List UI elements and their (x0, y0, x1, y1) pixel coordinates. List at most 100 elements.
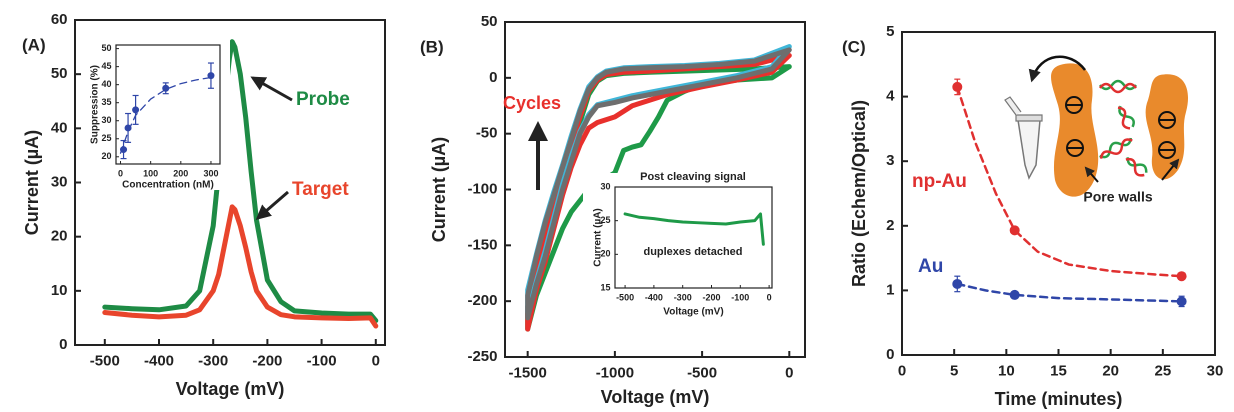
chart-panel: -500 -400 -300 -200 -100 0 15 20 25 30 Voltage (mV… (583, 171, 782, 318)
data-layer (525, 44, 792, 332)
y-tick-label: 0 (489, 69, 497, 86)
data-point (207, 72, 215, 80)
x-tick-label: 5 (950, 362, 958, 379)
data-line (525, 47, 792, 321)
inset-title: Post cleaving signal (640, 171, 746, 183)
y-axis-label: Current (µA) (593, 208, 604, 267)
probe-arrow (250, 76, 293, 102)
x-tick-label: -1000 (596, 364, 634, 381)
y-tick-label: -100 (467, 180, 497, 197)
chart-panel: 0 100 200 300 20 25 30 35 40 45 50 Concentration (n… (84, 31, 230, 191)
x-tick-label: 0 (898, 362, 906, 379)
x-tick-label: 0 (785, 364, 793, 381)
x-tick-label: 10 (998, 362, 1015, 379)
annotation: Pore walls (1083, 189, 1152, 205)
data-layer (952, 78, 1187, 308)
y-tick-label: 4 (886, 88, 895, 105)
series-label: Target (292, 179, 349, 200)
x-tick-label: -400 (645, 292, 663, 302)
y-tick-label: 50 (101, 43, 111, 53)
panel-label: (B) (420, 37, 444, 56)
chart-panel: -500 -400 -300 -200 -100 0 0 10 20 30 40 50 60 Voltag… (22, 11, 386, 399)
x-tick-label: -500 (687, 364, 717, 381)
x-axis-label: Time (minutes) (995, 389, 1123, 409)
data-point (132, 106, 140, 114)
data-point (1009, 225, 1020, 236)
chart-panel: 0 5 10 15 20 25 30 0 1 2 3 4 5 Time (minutes) Ratio (E… (842, 23, 1223, 409)
y-tick-label: -50 (476, 125, 498, 142)
x-tick-label: 0 (118, 168, 123, 178)
axes-frame (614, 186, 773, 289)
y-tick-label: -250 (467, 348, 497, 365)
x-tick-label: -500 (616, 292, 634, 302)
x-tick-label: -1500 (508, 364, 546, 381)
y-tick-label: 10 (51, 282, 68, 299)
y-tick-label: 40 (101, 79, 111, 89)
y-axis-label: Current (µA) (429, 137, 449, 242)
x-tick-label: 20 (1102, 362, 1119, 379)
x-axis-label: Voltage (mV) (176, 379, 285, 399)
data-point (1176, 271, 1187, 282)
series-label: Au (918, 256, 943, 277)
inset-background (84, 31, 230, 190)
y-tick-label: 0 (59, 336, 67, 353)
x-tick-label: -400 (144, 352, 174, 369)
x-tick-label: -100 (731, 292, 749, 302)
axes-frame (115, 44, 221, 165)
y-tick-label: 3 (886, 152, 894, 169)
y-tick-label: 20 (101, 151, 111, 161)
x-tick-label: -200 (702, 292, 720, 302)
y-axis-label: Suppression (%) (90, 65, 101, 144)
series-label: np-Au (912, 171, 967, 192)
y-tick-label: 50 (481, 13, 498, 30)
x-tick-label: 200 (173, 168, 188, 178)
x-tick-label: -300 (198, 352, 228, 369)
data-point (952, 81, 963, 92)
y-tick-label: 25 (101, 133, 111, 143)
x-tick-label: 300 (203, 168, 218, 178)
data-point (124, 124, 132, 132)
y-tick-label: 15 (600, 282, 610, 292)
x-tick-label: 100 (143, 168, 158, 178)
target-arrow (255, 190, 289, 220)
y-tick-label: 0 (886, 346, 894, 363)
panel-label: (C) (842, 37, 866, 56)
annotation: duplexes detached (643, 246, 742, 258)
chart-panel: -1500 -1000 -500 0-250-200-150-100-50050Vol… (420, 13, 806, 407)
y-tick-label: 40 (51, 119, 68, 136)
y-tick-label: -200 (467, 292, 497, 309)
y-tick-label: 1 (886, 281, 894, 298)
data-point (120, 146, 128, 154)
x-axis-label: Voltage (mV) (663, 307, 723, 318)
y-tick-label: 2 (886, 217, 894, 234)
y-tick-label: 30 (101, 115, 111, 125)
x-tick-label: -300 (674, 292, 692, 302)
data-line (102, 39, 379, 324)
x-tick-label: 0 (767, 292, 772, 302)
y-tick-label: 20 (51, 228, 68, 245)
x-tick-label: -100 (307, 352, 337, 369)
y-tick-label: 25 (600, 215, 610, 225)
y-tick-label: 35 (101, 97, 111, 107)
fit-line (956, 282, 1183, 303)
y-tick-label: 20 (600, 249, 610, 259)
data-line (623, 212, 765, 246)
x-tick-label: 15 (1050, 362, 1067, 379)
data-point (1176, 296, 1187, 307)
x-tick-label: -500 (90, 352, 120, 369)
x-axis-label: Concentration (nM) (122, 180, 214, 191)
annotation: Cycles (503, 93, 561, 113)
y-tick-label: 5 (886, 23, 894, 40)
y-axis-label: Current (µA) (22, 130, 42, 235)
x-tick-label: 0 (372, 352, 380, 369)
y-tick-label: 30 (600, 181, 610, 191)
x-axis-label: Voltage (mV) (601, 387, 710, 407)
data-point (952, 278, 963, 289)
x-tick-label: 30 (1207, 362, 1224, 379)
data-point (1009, 289, 1020, 300)
y-tick-label: -150 (467, 236, 497, 253)
x-tick-label: 25 (1154, 362, 1171, 379)
data-line (102, 204, 379, 329)
fit-line (956, 85, 1183, 278)
